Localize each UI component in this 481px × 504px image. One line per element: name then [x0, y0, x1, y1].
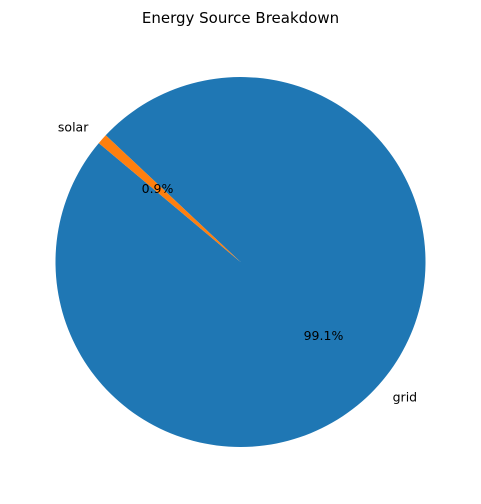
pie-slices — [55, 76, 426, 447]
pie-labels: 99.1% grid 0.9% solar — [58, 119, 417, 404]
pie-slice-solar — [98, 135, 241, 262]
category-label-solar: solar — [58, 119, 89, 134]
percent-label-grid: 99.1% — [304, 328, 344, 343]
category-label-grid: grid — [393, 390, 417, 405]
chart-title: Energy Source Breakdown — [142, 9, 339, 27]
pie-slice-grid — [55, 76, 426, 447]
percent-label-solar: 0.9% — [142, 181, 174, 196]
